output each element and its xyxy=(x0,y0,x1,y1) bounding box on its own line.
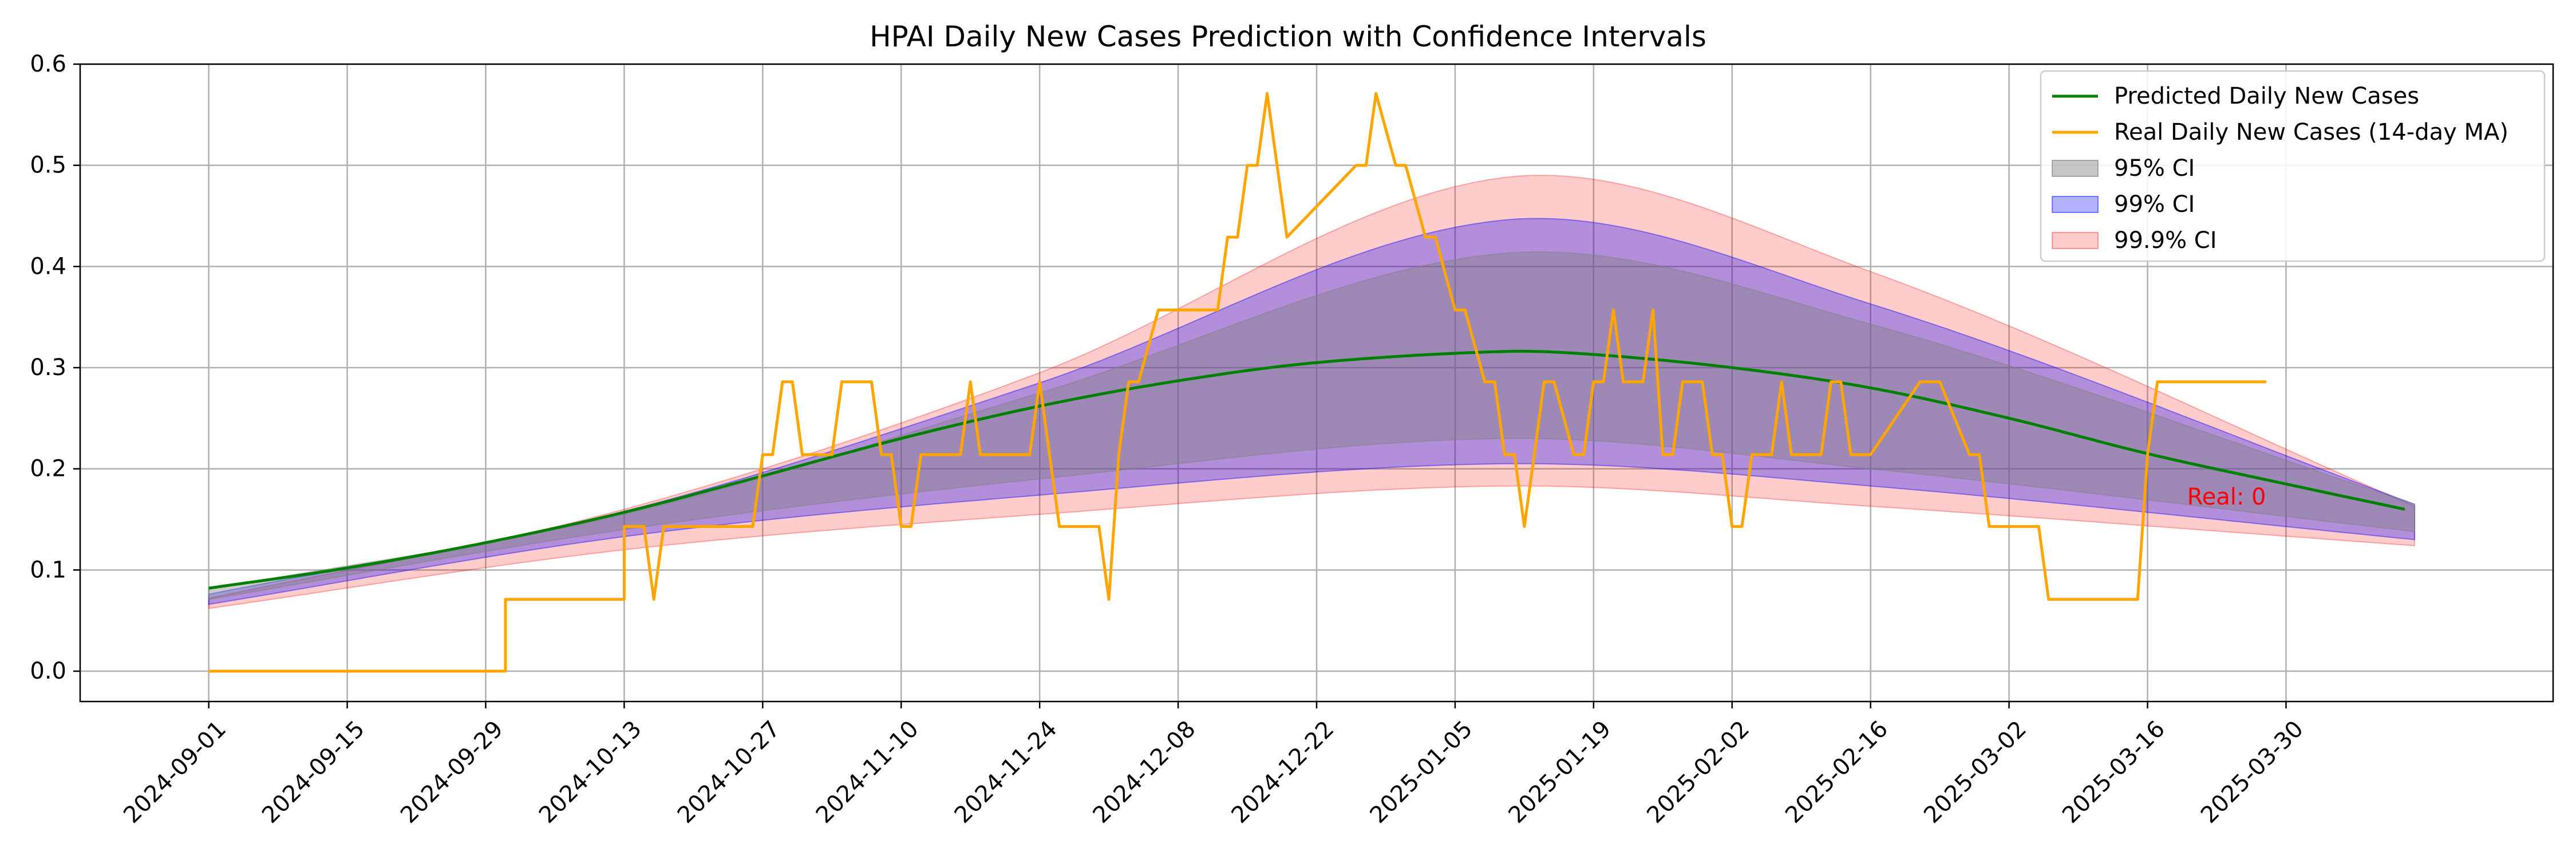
legend-label-real-daily-new-cases-14-day-ma: Real Daily New Cases (14-day MA) xyxy=(2114,119,2508,145)
y-tick-label: 0.1 xyxy=(30,557,66,583)
legend: Predicted Daily New Cases Real Daily New … xyxy=(2040,70,2546,262)
series-lines xyxy=(208,92,2405,673)
annotations: Real: 0 xyxy=(2187,484,2266,510)
ci-band-99-ci xyxy=(208,218,2416,605)
annotation-real-label: Real: 0 xyxy=(2187,484,2266,510)
legend-swatch-99-ci xyxy=(2052,196,2099,213)
legend-label-99-ci: 99% CI xyxy=(2114,191,2195,218)
legend-label-99-9-ci: 99.9% CI xyxy=(2114,227,2217,254)
legend-box xyxy=(2040,70,2546,262)
real-line xyxy=(208,92,2266,673)
legend-label-95-ci: 95% CI xyxy=(2114,155,2195,182)
legend-label-predicted-daily-new-cases: Predicted Daily New Cases xyxy=(2114,83,2419,109)
chart-title: HPAI Daily New Cases Prediction with Con… xyxy=(870,20,1706,53)
predicted-line xyxy=(208,349,2405,590)
y-tick-label: 0.0 xyxy=(30,658,66,684)
ci-band-99-9-ci xyxy=(208,175,2416,609)
y-tick-label: 0.6 xyxy=(30,51,66,77)
y-tick-label: 0.3 xyxy=(30,354,66,381)
y-tick-label: 0.2 xyxy=(30,456,66,482)
y-tick-label: 0.4 xyxy=(30,253,66,279)
ci-band-95-ci xyxy=(208,251,2416,600)
legend-swatch-99-9-ci xyxy=(2052,232,2099,249)
y-tick-label: 0.5 xyxy=(30,152,66,179)
y-axis-ticks: 0.0 0.1 0.2 0.3 0.4 0.5 0.6 xyxy=(30,51,80,684)
legend-swatch-95-ci xyxy=(2052,160,2099,177)
confidence-bands xyxy=(208,175,2416,609)
